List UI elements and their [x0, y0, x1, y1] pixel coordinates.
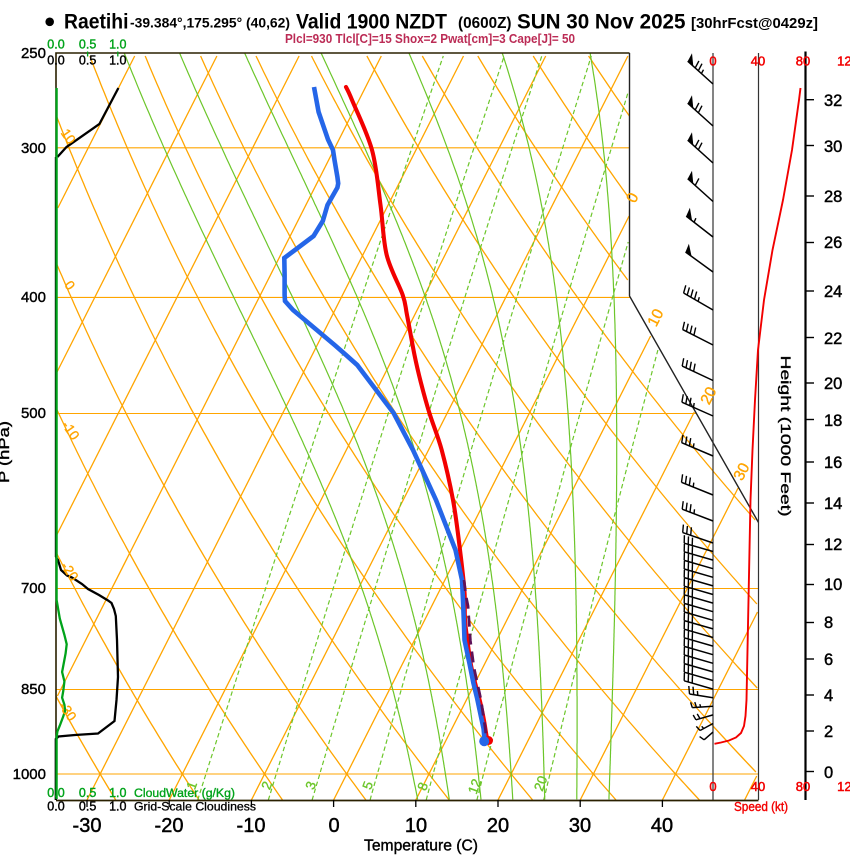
svg-text:850: 850 [21, 681, 46, 698]
svg-text:-10: -10 [237, 815, 266, 837]
svg-text:6: 6 [824, 651, 833, 669]
svg-text:20: 20 [824, 375, 842, 393]
svg-text:30: 30 [824, 138, 842, 156]
svg-text:12: 12 [465, 777, 484, 796]
svg-text:SUN 30 Nov 2025: SUN 30 Nov 2025 [517, 11, 686, 34]
svg-text:Valid 1900 NZDT: Valid 1900 NZDT [296, 11, 447, 34]
svg-text:Raetihi: Raetihi [64, 10, 129, 33]
svg-text:1.0: 1.0 [109, 54, 126, 68]
svg-text:0: 0 [824, 764, 833, 782]
svg-text:16: 16 [824, 454, 842, 472]
svg-text:-20: -20 [155, 815, 184, 837]
svg-text:120: 120 [837, 54, 850, 69]
svg-text:1000: 1000 [13, 766, 46, 783]
svg-text:30: 30 [569, 815, 591, 837]
svg-text:250: 250 [21, 45, 46, 62]
svg-text:80: 80 [796, 54, 810, 69]
svg-text:14: 14 [824, 495, 842, 513]
svg-text:(0600Z): (0600Z) [458, 15, 512, 32]
svg-text:Temperature (C): Temperature (C) [364, 838, 478, 855]
svg-text:500: 500 [21, 405, 46, 422]
svg-text:0.5: 0.5 [79, 54, 96, 68]
svg-text:0.5: 0.5 [79, 800, 96, 814]
svg-text:32: 32 [824, 92, 842, 110]
svg-text:22: 22 [824, 330, 842, 348]
svg-text:P (hPa): P (hPa) [0, 421, 13, 483]
svg-text:20: 20 [487, 815, 509, 837]
svg-text:26: 26 [824, 234, 842, 252]
svg-text:10: 10 [645, 306, 668, 329]
svg-text:Height (1000 Feet): Height (1000 Feet) [778, 356, 794, 517]
svg-text:20: 20 [531, 774, 550, 793]
svg-text:Grid-Scale Cloudiness: Grid-Scale Cloudiness [134, 800, 256, 814]
svg-text:0.0: 0.0 [47, 38, 64, 52]
svg-text:CloudWater (g/Kg): CloudWater (g/Kg) [134, 786, 235, 800]
svg-text:[30hrFcst@0429z]: [30hrFcst@0429z] [691, 15, 818, 32]
svg-text:18: 18 [824, 412, 842, 430]
svg-text:0.5: 0.5 [79, 786, 96, 800]
svg-text:0.0: 0.0 [47, 800, 64, 814]
svg-text:400: 400 [21, 289, 46, 306]
svg-text:40: 40 [751, 54, 765, 69]
svg-text:0: 0 [328, 815, 339, 837]
svg-text:Plcl=930 Tlcl[C]=15 Shox=2 Pwa: Plcl=930 Tlcl[C]=15 Shox=2 Pwat[cm]=3 Ca… [285, 32, 575, 46]
svg-text:1.0: 1.0 [109, 38, 126, 52]
svg-text:-30: -30 [73, 815, 102, 837]
svg-text:0.5: 0.5 [79, 38, 96, 52]
svg-text:80: 80 [796, 779, 810, 794]
svg-text:1.0: 1.0 [109, 786, 126, 800]
svg-text:2: 2 [824, 723, 833, 741]
svg-text:12: 12 [824, 536, 842, 554]
svg-text:8: 8 [824, 614, 833, 632]
svg-text:0.0: 0.0 [47, 786, 64, 800]
svg-text:700: 700 [21, 580, 46, 597]
svg-text:20: 20 [698, 384, 721, 407]
svg-text:10: 10 [824, 576, 842, 594]
svg-text:4: 4 [824, 687, 833, 705]
svg-text:40: 40 [651, 815, 673, 837]
svg-text:0.0: 0.0 [47, 54, 64, 68]
svg-text:24: 24 [824, 283, 842, 301]
svg-text:120: 120 [837, 779, 850, 794]
svg-text:30: 30 [731, 460, 754, 483]
svg-text:1.0: 1.0 [109, 800, 126, 814]
svg-text:28: 28 [824, 188, 842, 206]
svg-text:Speed (kt): Speed (kt) [734, 799, 788, 814]
svg-text:10: 10 [58, 126, 79, 147]
svg-text:40: 40 [751, 779, 765, 794]
svg-text:-39.384°,175.295° (40,62): -39.384°,175.295° (40,62) [130, 16, 290, 31]
svg-text:300: 300 [21, 140, 46, 157]
svg-text:10: 10 [405, 815, 427, 837]
svg-text:0: 0 [709, 779, 716, 794]
svg-text:0: 0 [709, 54, 716, 69]
